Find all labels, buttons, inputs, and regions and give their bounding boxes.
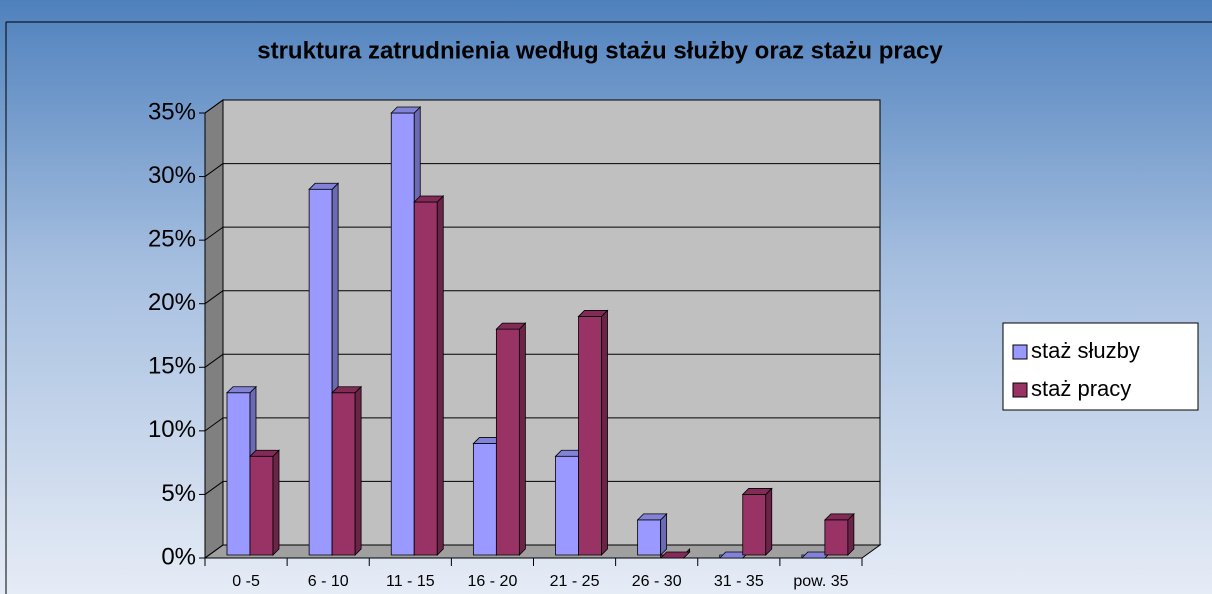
- bar: [577, 309, 609, 556]
- grid-line: [204, 417, 224, 432]
- y-tick-label: 10%: [148, 416, 196, 443]
- bar: [495, 322, 527, 556]
- y-tick-label: 20%: [148, 289, 196, 316]
- bar-front: [249, 455, 274, 556]
- bar-front: [226, 392, 251, 556]
- y-tick-label: 35%: [148, 98, 196, 125]
- grid-line: [204, 544, 224, 559]
- legend-swatch: [1012, 382, 1028, 398]
- bar: [823, 512, 855, 556]
- bar-front: [637, 519, 662, 556]
- bar: [413, 195, 445, 556]
- bar-top: [390, 106, 422, 114]
- bar-front: [578, 316, 602, 556]
- bar-side: [601, 309, 608, 556]
- bar: [659, 548, 691, 559]
- chart-title: struktura zatrudnienia według stażu służ…: [257, 37, 943, 64]
- bar-front: [308, 188, 333, 556]
- bar-side: [765, 487, 773, 556]
- y-tick-label: 0%: [161, 543, 196, 570]
- y-tick-label: 25%: [148, 225, 196, 252]
- bar-side: [354, 385, 362, 556]
- bar-top: [226, 386, 257, 394]
- bar-side: [660, 512, 668, 556]
- bar-top: [495, 322, 527, 330]
- bar-top: [577, 310, 609, 317]
- bar-top: [636, 513, 668, 521]
- bar: [636, 512, 668, 556]
- bar-front: [331, 392, 356, 556]
- x-tick-label: 31 - 35: [714, 573, 764, 590]
- legend-label: staż pracy: [1031, 376, 1131, 401]
- x-tick-label: 26 - 30: [632, 573, 682, 590]
- grid-line: [204, 226, 224, 241]
- bar-front: [413, 201, 438, 556]
- grid-line: [204, 481, 224, 495]
- y-tick-label: 15%: [148, 353, 196, 380]
- grid-line: [204, 290, 224, 305]
- bar-top: [741, 488, 773, 495]
- bar-front: [472, 443, 497, 556]
- x-tick-label: 11 - 15: [386, 573, 435, 590]
- bar-front: [824, 519, 849, 556]
- legend-label: staż słuzby: [1031, 338, 1140, 363]
- bar-top: [823, 513, 855, 521]
- legend: [1002, 322, 1199, 411]
- bar-side: [518, 322, 526, 556]
- x-tick-label: 16 - 20: [468, 573, 518, 590]
- bar-front: [555, 455, 579, 556]
- bar: [331, 385, 363, 556]
- bar-front: [742, 494, 767, 556]
- x-tick-label: 21 - 25: [550, 573, 600, 590]
- bar-top: [659, 551, 691, 559]
- y-tick-label: 5%: [161, 480, 196, 507]
- grid-line: [204, 99, 224, 114]
- bar-top: [308, 182, 340, 190]
- grid-line: [204, 163, 224, 177]
- bar-top: [331, 386, 363, 394]
- side-wall: [204, 99, 224, 559]
- bar-side: [272, 449, 280, 556]
- bar-side: [436, 195, 444, 556]
- x-tick-label: 0 -5: [232, 573, 260, 590]
- bar-top: [413, 195, 445, 203]
- x-tick-label: 6 - 10: [308, 573, 349, 590]
- floor: [203, 544, 882, 559]
- bar: [741, 487, 773, 556]
- bar-side: [847, 512, 855, 556]
- y-tick-label: 30%: [148, 162, 196, 189]
- x-tick-label: pow. 35: [793, 573, 848, 590]
- bar: [249, 449, 280, 556]
- legend-swatch: [1012, 344, 1028, 360]
- bar-front: [495, 328, 520, 556]
- bar-front: [390, 112, 415, 556]
- grid-line: [204, 353, 224, 368]
- bar-top: [249, 449, 280, 457]
